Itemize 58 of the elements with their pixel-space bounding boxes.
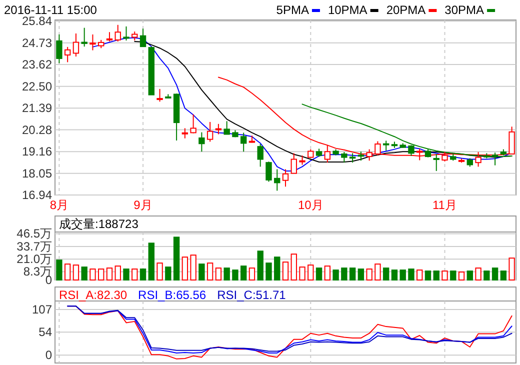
x-tick-label: 9月 (134, 198, 152, 212)
bar (391, 270, 398, 280)
bar (123, 268, 130, 280)
bar (316, 268, 322, 280)
y-tick-label: 46.5万 (16, 226, 52, 241)
series-label: RSI_A:82.30 (59, 288, 128, 302)
legend-label: 5PMA (276, 3, 309, 17)
bar (81, 266, 88, 280)
bar (148, 242, 154, 280)
bar (450, 270, 456, 280)
bar (257, 250, 264, 280)
text: RSI_C:51.71 (217, 288, 286, 302)
bar (408, 268, 414, 280)
y-tick-label: 33.7万 (16, 239, 52, 254)
bar (382, 268, 390, 280)
bar (500, 270, 507, 280)
bar (332, 270, 339, 280)
bar (198, 264, 205, 280)
bar (224, 268, 230, 280)
y-tick-label: 18.05 (22, 166, 52, 180)
legend-label: 10PMA (328, 3, 368, 17)
bar (358, 268, 364, 280)
y-tick-label: 22.50 (22, 79, 52, 94)
x-tick-label: 8月 (50, 198, 69, 212)
bar (484, 270, 490, 280)
y-tick-label: 0 (45, 348, 52, 362)
y-tick-label: 21.0万 (16, 252, 52, 266)
bar (56, 260, 62, 280)
bar (424, 270, 432, 280)
bar (266, 262, 272, 280)
bar (492, 268, 498, 280)
bar (433, 270, 440, 280)
bar (165, 266, 172, 280)
chart-title: 成交量:188723 (59, 217, 139, 231)
bar (140, 268, 146, 280)
bar (349, 268, 356, 280)
y-tick-label: 23.62 (22, 58, 52, 72)
y-tick-label: 16.94 (22, 188, 52, 202)
series-label: RSI_B:65.56 (138, 288, 206, 302)
y-tick-label: 25.84 (22, 14, 52, 28)
bar (173, 236, 180, 280)
y-tick-label: 21.39 (22, 101, 52, 116)
chart-title: 2016-11-11 15:00 (4, 3, 98, 17)
legend-label: 30PMA (444, 3, 484, 17)
bar (274, 256, 280, 280)
bar (400, 270, 406, 280)
x-tick-label: 11月 (432, 198, 457, 212)
y-tick-label: 107 (32, 302, 52, 317)
y-tick-label: 24.73 (22, 36, 52, 50)
legend-label: 20PMA (386, 3, 426, 17)
bar (232, 270, 238, 280)
y-tick-label: 19.16 (22, 144, 52, 159)
x-tick-label: 10月 (298, 198, 324, 212)
bar (341, 268, 348, 280)
bar (240, 266, 247, 280)
bar (466, 270, 473, 280)
y-tick-label: 54 (38, 325, 52, 340)
y-tick-label: 20.28 (22, 122, 52, 137)
